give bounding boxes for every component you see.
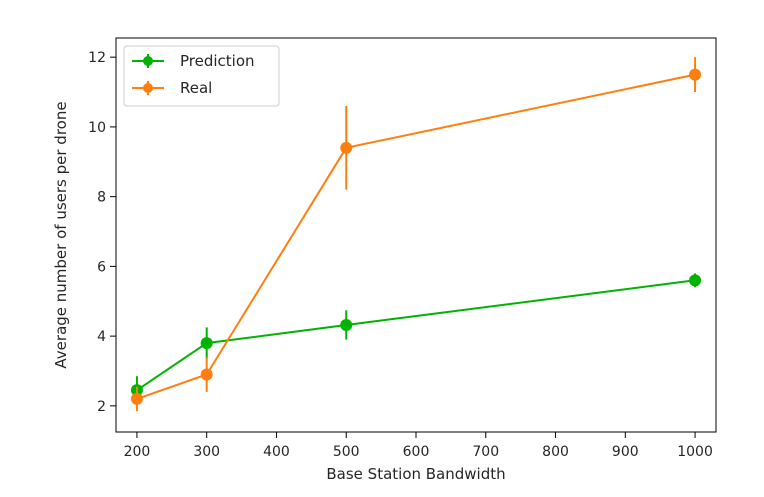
legend-entry-prediction: Prediction [132,52,255,70]
x-tick-label: 400 [263,444,290,460]
legend: Prediction Real [123,45,280,107]
data-point-prediction [200,337,213,350]
y-axis-ticks: 2 4 6 8 10 12 [88,50,116,415]
x-tick-label: 1000 [677,444,713,460]
x-axis-ticks: 200 300 400 500 600 700 800 900 1000 [124,432,713,460]
data-point-real [200,368,213,381]
y-tick-label: 12 [88,50,106,66]
series-real [130,57,702,412]
x-tick-label: 700 [472,444,499,460]
y-tick-label: 8 [97,190,106,206]
legend-entry-real: Real [132,79,212,97]
y-tick-label: 2 [97,399,106,415]
legend-marker-real [143,83,153,93]
data-point-prediction [689,274,702,287]
y-tick-label: 6 [97,259,106,275]
x-tick-label: 200 [124,444,151,460]
series-prediction [130,273,702,405]
series-line-prediction [136,279,696,392]
series-layer [130,57,702,412]
y-tick-label: 10 [88,120,106,136]
legend-marker-prediction [143,56,153,66]
y-tick-label: 4 [97,329,106,345]
x-tick-label: 800 [542,444,569,460]
data-point-real [130,392,143,405]
data-point-real [340,141,353,154]
x-axis-title: Base Station Bandwidth [326,465,505,483]
data-point-prediction [340,318,353,331]
legend-label-real: Real [180,79,212,97]
x-tick-label: 600 [403,444,430,460]
legend-label-prediction: Prediction [180,52,255,70]
x-tick-label: 500 [333,444,360,460]
series-line-real [136,73,696,400]
x-tick-label: 900 [612,444,639,460]
x-tick-label: 300 [193,444,220,460]
y-axis-title: Average number of users per drone [52,101,70,368]
data-point-real [689,68,702,81]
